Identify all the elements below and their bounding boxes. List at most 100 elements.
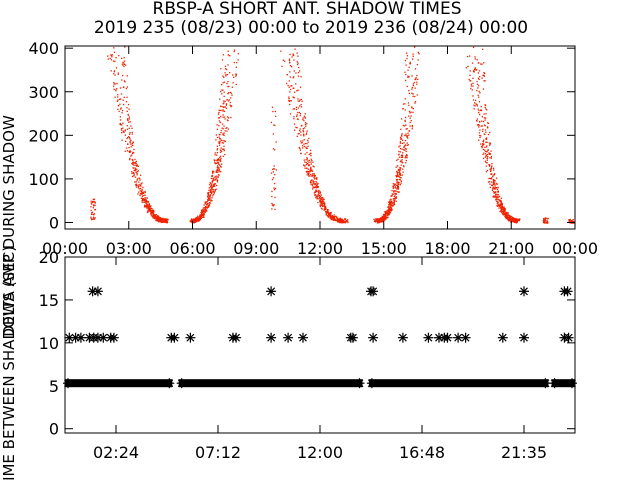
data-point (570, 220, 572, 222)
data-point (497, 196, 499, 198)
data-point (116, 82, 118, 85)
data-point (405, 155, 407, 157)
data-point (122, 86, 125, 88)
data-point (482, 88, 485, 90)
data-point (408, 104, 410, 106)
data-point (507, 212, 509, 214)
data-point (148, 204, 150, 206)
data-point (389, 209, 391, 211)
data-point (197, 219, 199, 221)
data-point (417, 78, 419, 80)
data-point (401, 159, 403, 161)
data-point (193, 219, 195, 221)
data-point (92, 207, 94, 209)
data-point (544, 221, 546, 223)
data-point (304, 113, 306, 115)
data-point (216, 124, 218, 126)
data-point (315, 190, 318, 192)
data-point (323, 207, 326, 209)
data-point (479, 76, 481, 78)
data-point (94, 217, 96, 219)
data-point (400, 128, 402, 130)
data-point (271, 195, 273, 198)
data-point (310, 170, 312, 172)
data-point (377, 219, 379, 221)
data-point (195, 220, 197, 222)
data-point (164, 219, 166, 221)
data-point (144, 206, 147, 208)
data-point (117, 108, 119, 110)
data-point (388, 207, 391, 209)
data-point (125, 101, 128, 103)
data-point (138, 183, 140, 186)
data-point (389, 211, 391, 214)
data-point (547, 221, 549, 223)
data-point (411, 125, 413, 127)
data-point (388, 204, 390, 206)
data-point (219, 164, 221, 166)
data-point (299, 130, 301, 132)
data-point (310, 175, 312, 177)
data-point (289, 113, 292, 115)
data-point (157, 216, 159, 218)
data-point (489, 177, 491, 179)
data-point (211, 182, 213, 184)
data-point (216, 149, 218, 151)
data-point (122, 131, 124, 133)
data-point (139, 184, 142, 186)
data-point (134, 176, 137, 178)
data-point (402, 171, 404, 173)
data-point (502, 208, 504, 210)
data-point (141, 195, 144, 197)
data-point (394, 193, 396, 195)
data-point (135, 186, 137, 188)
data-point (397, 165, 399, 167)
data-point (217, 169, 219, 172)
data-point (202, 216, 204, 218)
data-point (305, 161, 307, 164)
data-point (509, 218, 511, 220)
data-point (150, 212, 152, 214)
data-point (135, 171, 137, 173)
asterisk-marker (231, 332, 242, 343)
data-point (398, 182, 400, 184)
data-point (416, 74, 418, 77)
data-point (478, 126, 480, 128)
data-point (325, 213, 328, 216)
data-point (317, 183, 319, 185)
data-point (118, 55, 120, 57)
data-point (392, 204, 394, 206)
data-point (485, 171, 488, 173)
data-point (325, 206, 327, 208)
data-point (497, 186, 499, 188)
data-point (232, 74, 234, 76)
data-point (378, 221, 380, 224)
data-point (219, 155, 222, 157)
data-point (203, 207, 205, 209)
data-point (214, 159, 216, 161)
data-point (219, 134, 221, 136)
data-point (398, 169, 400, 172)
data-point (404, 109, 406, 111)
data-point (340, 220, 342, 222)
data-point (217, 117, 220, 119)
data-point (393, 200, 395, 202)
data-point (149, 208, 152, 210)
data-point (337, 221, 339, 223)
data-point (203, 215, 205, 217)
data-point (375, 218, 377, 220)
data-point (296, 63, 299, 66)
data-point (275, 141, 277, 143)
top-y-axis-label: DELTA AMP DURING SHADOW (0, 115, 18, 337)
data-point (490, 170, 492, 172)
data-point (210, 184, 213, 186)
data-point (479, 136, 481, 139)
data-point (515, 218, 517, 220)
data-point (122, 64, 124, 66)
data-point (155, 214, 157, 216)
top-scatter-series (90, 46, 575, 224)
data-point (121, 63, 123, 65)
data-point (568, 221, 570, 223)
data-point (208, 197, 210, 200)
data-point (289, 76, 291, 78)
